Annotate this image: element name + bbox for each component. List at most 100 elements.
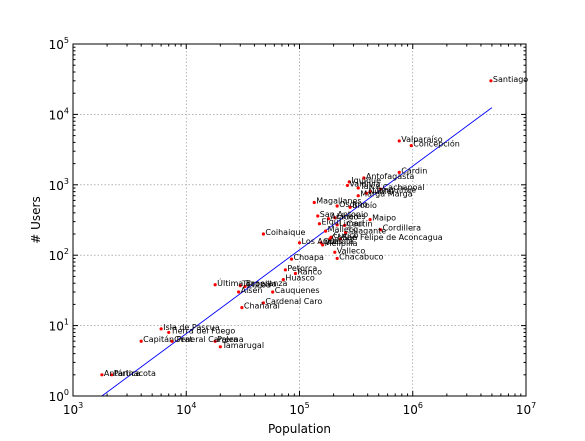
data-point	[338, 237, 343, 241]
x-tick-label: 107	[516, 401, 536, 417]
point-label: Cauquenes	[275, 286, 320, 295]
point-label: San Felipe de Aconcagua	[342, 233, 442, 242]
x-axis-label: Population	[268, 422, 331, 436]
point-label: Cordillera	[383, 224, 422, 233]
point-label: Valparaíso	[401, 135, 443, 144]
point-label: General Carrera	[174, 335, 238, 344]
point-label: Biobío	[352, 201, 377, 210]
data-point	[139, 339, 143, 343]
point-label: Magallanes	[316, 197, 361, 206]
data-point	[356, 186, 360, 190]
data-point	[159, 327, 163, 331]
data-point	[409, 144, 413, 148]
data-point	[356, 194, 360, 198]
point-label: Chacabuco	[339, 252, 383, 261]
data-point	[271, 290, 275, 294]
data-point	[368, 190, 372, 194]
point-label: Huasco	[285, 274, 315, 283]
data-point	[335, 223, 339, 227]
point-label: Isla de Pascua	[163, 323, 220, 332]
point-label: Cautín	[347, 219, 373, 228]
data-point	[316, 214, 320, 218]
data-point	[397, 170, 401, 175]
point-label: Palena	[217, 335, 244, 344]
point-label: San Antonio	[320, 210, 368, 219]
point-label: Maipo	[372, 214, 396, 223]
data-point	[343, 230, 348, 235]
data-point	[293, 271, 297, 276]
point-label: Concepción	[413, 139, 460, 149]
point-label: Llanquihue	[372, 186, 416, 195]
grid	[73, 44, 526, 396]
data-point	[289, 257, 294, 261]
x-tick-label: 104	[176, 401, 196, 417]
data-point	[333, 250, 337, 254]
point-label: Aisén	[241, 285, 263, 295]
point-label: Curicó	[333, 230, 359, 240]
data-point	[110, 373, 114, 377]
y-tick-label: 105	[49, 36, 69, 52]
data-point	[167, 330, 171, 335]
data-point	[213, 283, 217, 287]
data-point	[170, 339, 174, 343]
ticks: 103 104 105 106 107 100 101 102 103 104 105	[49, 36, 537, 417]
data-point	[213, 339, 217, 343]
data-points	[100, 79, 493, 377]
data-point	[378, 187, 383, 191]
data-point	[237, 290, 241, 294]
point-label: Tocopilla	[241, 280, 276, 289]
point-label: Talagante	[347, 227, 387, 236]
point-label: Cardenal Caro	[265, 297, 322, 306]
point-label: Osorno	[339, 200, 368, 209]
point-label: Tierra del Fuego	[170, 326, 236, 335]
fit-line-group	[101, 107, 493, 397]
point-label: Capitán Prat	[143, 335, 192, 344]
point-label: Marga Marga	[360, 190, 413, 199]
data-point	[335, 256, 339, 261]
data-point	[364, 191, 369, 195]
data-point	[335, 204, 339, 208]
data-point	[321, 243, 325, 247]
data-point	[333, 216, 337, 220]
point-label: Cachapoal	[383, 183, 425, 192]
x-tick-label: 106	[403, 401, 423, 417]
point-label: Ranco	[297, 267, 322, 276]
point-label: Valdivia	[349, 179, 380, 188]
point-label: Parinacota	[114, 369, 156, 378]
point-label: Limarí	[339, 219, 365, 228]
data-point	[297, 241, 302, 245]
point-label: Talca	[359, 182, 380, 191]
point-label: Choapa	[294, 253, 325, 262]
y-tick-label: 102	[49, 247, 69, 263]
y-tick-label: 104	[49, 106, 69, 122]
point-label: Tamarugal	[221, 341, 264, 350]
point-label: Elqui	[321, 218, 341, 227]
data-point	[362, 176, 366, 180]
point-label: Linares	[337, 212, 366, 221]
data-point	[328, 237, 332, 241]
point-label: Melipilla	[325, 239, 358, 248]
data-point	[347, 180, 351, 184]
point-label: Malleco	[328, 225, 359, 234]
y-axis-label: # Users	[29, 196, 43, 243]
data-point	[378, 228, 383, 232]
data-point	[238, 283, 242, 288]
data-point	[348, 205, 352, 209]
point-label: Última Esperanza	[217, 277, 287, 288]
point-label: Cardin	[401, 166, 427, 175]
point-label: El Loa	[247, 280, 271, 289]
point-label: Quillota	[323, 237, 354, 246]
x-tick-label: 103	[63, 401, 83, 417]
point-label: Petorca	[287, 264, 317, 273]
x-tick-label: 105	[289, 401, 309, 417]
y-tick-label: 103	[49, 177, 69, 193]
point-label: Iquique	[351, 176, 381, 185]
point-label: Arauco	[330, 213, 358, 222]
data-point	[323, 229, 328, 233]
data-point	[261, 232, 266, 236]
y-tick-label: 101	[49, 318, 69, 334]
data-point	[283, 268, 287, 272]
